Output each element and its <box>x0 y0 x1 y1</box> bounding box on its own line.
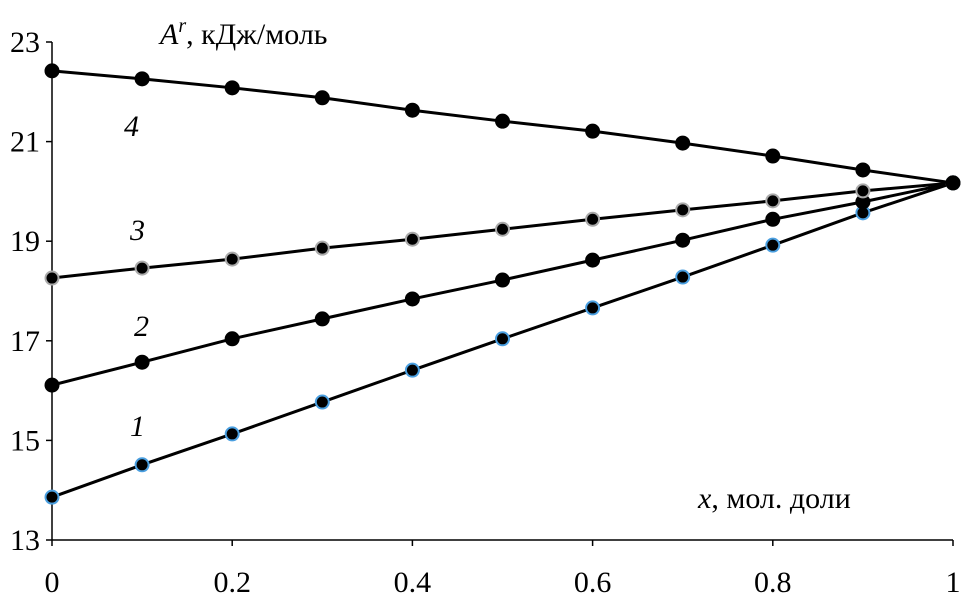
data-point <box>44 63 60 79</box>
data-point <box>765 148 781 164</box>
y-tick-label: 15 <box>10 424 40 457</box>
data-point <box>495 113 510 129</box>
data-point <box>314 90 330 106</box>
data-point <box>495 331 510 347</box>
data-point <box>224 80 240 96</box>
data-point <box>404 231 420 247</box>
x-tick-label: 0.2 <box>213 566 251 599</box>
data-point <box>314 240 330 256</box>
data-point <box>585 123 601 139</box>
x-axis-label: x, мол. доли <box>697 482 851 515</box>
data-point <box>765 237 781 253</box>
series-group <box>44 63 961 505</box>
x-tick-label: 1 <box>946 566 961 599</box>
data-point <box>495 272 510 288</box>
series-label-3: 3 <box>129 214 145 247</box>
data-point <box>224 331 240 347</box>
data-point <box>765 193 781 209</box>
data-point <box>945 175 961 191</box>
series-label-1: 1 <box>130 410 145 443</box>
x-tick-label: 0.6 <box>574 566 612 599</box>
data-point <box>44 270 60 286</box>
data-point <box>675 269 691 285</box>
data-point <box>855 162 871 178</box>
x-tick-label: 0 <box>45 566 60 599</box>
data-point <box>585 300 601 316</box>
data-point <box>314 394 330 410</box>
data-point <box>134 71 150 87</box>
series-4 <box>44 63 961 191</box>
data-point <box>765 211 781 227</box>
data-point <box>134 457 150 473</box>
series-label-4: 4 <box>124 110 139 143</box>
data-point <box>495 221 510 237</box>
data-point <box>134 354 150 370</box>
data-point <box>585 211 601 227</box>
data-point <box>224 426 240 442</box>
y-tick-label: 19 <box>10 225 40 258</box>
data-point <box>44 377 60 393</box>
series-1 <box>44 175 961 505</box>
data-point <box>404 291 420 307</box>
y-tick-label: 13 <box>10 524 40 557</box>
data-point <box>675 232 691 248</box>
data-point <box>314 311 330 327</box>
data-point <box>224 251 240 267</box>
data-point <box>675 202 691 218</box>
y-tick-label: 23 <box>10 26 40 59</box>
data-point <box>675 135 691 151</box>
x-tick-label: 0.8 <box>754 566 792 599</box>
y-axis-label: Ar, кДж/моль <box>158 15 327 51</box>
y-tick-label: 17 <box>10 325 40 358</box>
series-3 <box>44 175 961 286</box>
series-2 <box>44 175 961 393</box>
data-point <box>855 183 871 199</box>
data-point <box>404 362 420 378</box>
data-point <box>585 252 601 268</box>
y-tick-label: 21 <box>10 126 40 159</box>
data-point <box>404 102 420 118</box>
data-point <box>44 489 60 505</box>
series-label-2: 2 <box>134 310 149 343</box>
data-point <box>134 260 150 276</box>
x-tick-label: 0.4 <box>394 566 432 599</box>
